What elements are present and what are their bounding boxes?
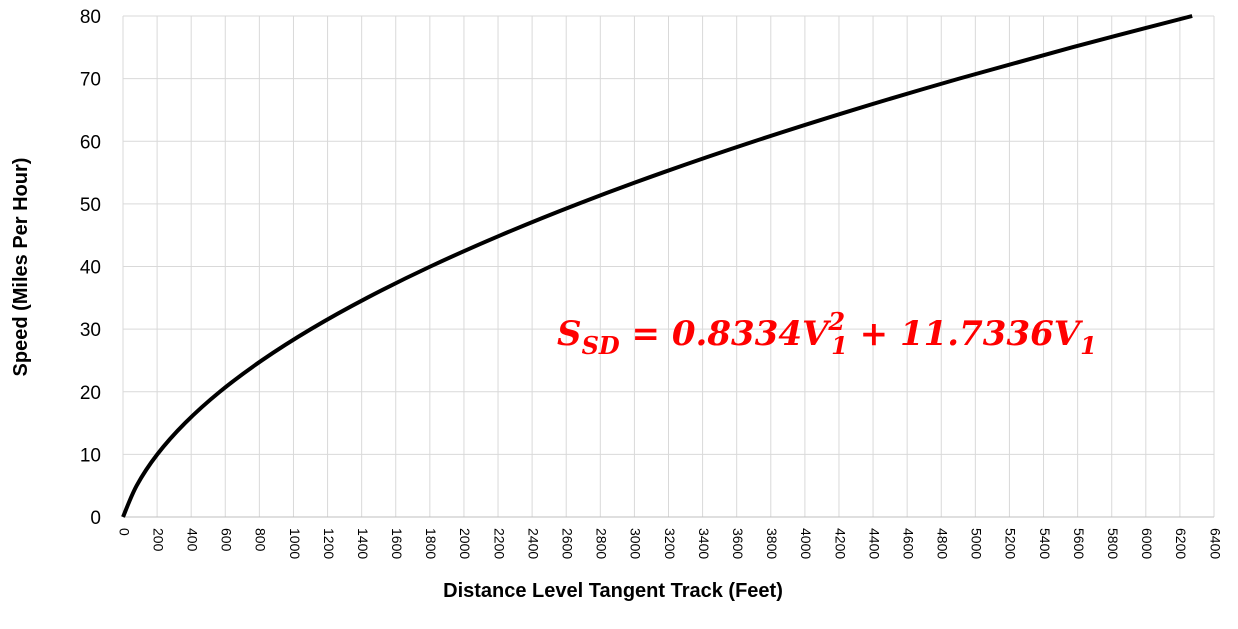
x-tick-label: 3800 (764, 528, 780, 559)
x-tick-label: 1800 (423, 528, 439, 559)
y-tick-label: 40 (80, 258, 101, 279)
x-tick-label: 3400 (696, 528, 712, 559)
x-tick-label: 4600 (900, 528, 916, 559)
y-axis-title: Speed (Miles Per Hour) (10, 158, 32, 377)
x-tick-label: 2000 (457, 528, 473, 559)
x-tick-label: 5000 (969, 528, 985, 559)
x-tick-label: 2400 (525, 528, 541, 559)
x-tick-label: 1200 (321, 528, 337, 559)
x-tick-label: 3000 (628, 528, 644, 559)
x-tick-label: 2600 (560, 528, 576, 559)
y-tick-label: 50 (80, 195, 101, 216)
annotation: SSD = 0.8334V2 1 + 11.7336V1 (557, 307, 1097, 360)
x-tick-label: 1400 (355, 528, 371, 559)
annotation-part: 2 (827, 307, 845, 336)
x-tick-label: 2200 (491, 528, 507, 559)
x-tick-label: 4000 (798, 528, 814, 559)
annotation-part: = 0.8334 (620, 314, 802, 354)
x-tick-label: 1000 (287, 528, 303, 559)
x-tick-label: 3600 (730, 528, 746, 559)
x-tick-label: 2800 (594, 528, 610, 559)
y-tick-label: 20 (80, 383, 101, 404)
annotation-part: S (557, 314, 582, 354)
x-tick-label: 400 (184, 528, 200, 552)
x-tick-label: 4800 (935, 528, 951, 559)
y-tick-label: 70 (80, 70, 101, 91)
x-tick-label: 4200 (832, 528, 848, 559)
x-tick-label: 4400 (866, 528, 882, 559)
x-axis-title: Distance Level Tangent Track (Feet) (443, 580, 783, 602)
x-tick-label: 600 (219, 528, 235, 552)
y-tick-label: 80 (80, 7, 101, 28)
x-tick-label: 5400 (1037, 528, 1053, 559)
annotation-part: V (1054, 314, 1084, 354)
annotation-part: 1 (1080, 331, 1097, 360)
x-tick-label: 200 (150, 528, 166, 552)
y-tick-label: 10 (80, 445, 101, 466)
x-tick-label: 800 (253, 528, 269, 552)
y-tick-label: 30 (80, 320, 101, 341)
annotation-part: + 11.7336 (848, 314, 1054, 354)
y-tick-label: 0 (90, 508, 101, 529)
x-tick-label: 5600 (1071, 528, 1087, 559)
x-tick-label: 6400 (1207, 528, 1223, 559)
x-tick-label: 6000 (1139, 528, 1155, 559)
x-tick-label: 6200 (1173, 528, 1189, 559)
annotation-part: SD (582, 331, 620, 360)
y-tick-label: 60 (80, 132, 101, 153)
data-line (121, 14, 1193, 518)
x-tick-label: 1600 (389, 528, 405, 559)
x-tick-label: 5200 (1003, 528, 1019, 559)
x-tick-label: 3200 (662, 528, 678, 559)
annotation-part: 1 (831, 331, 848, 360)
annotation-part: V (802, 314, 832, 354)
x-tick-label: 0 (116, 528, 132, 536)
x-tick-label: 5800 (1105, 528, 1121, 559)
